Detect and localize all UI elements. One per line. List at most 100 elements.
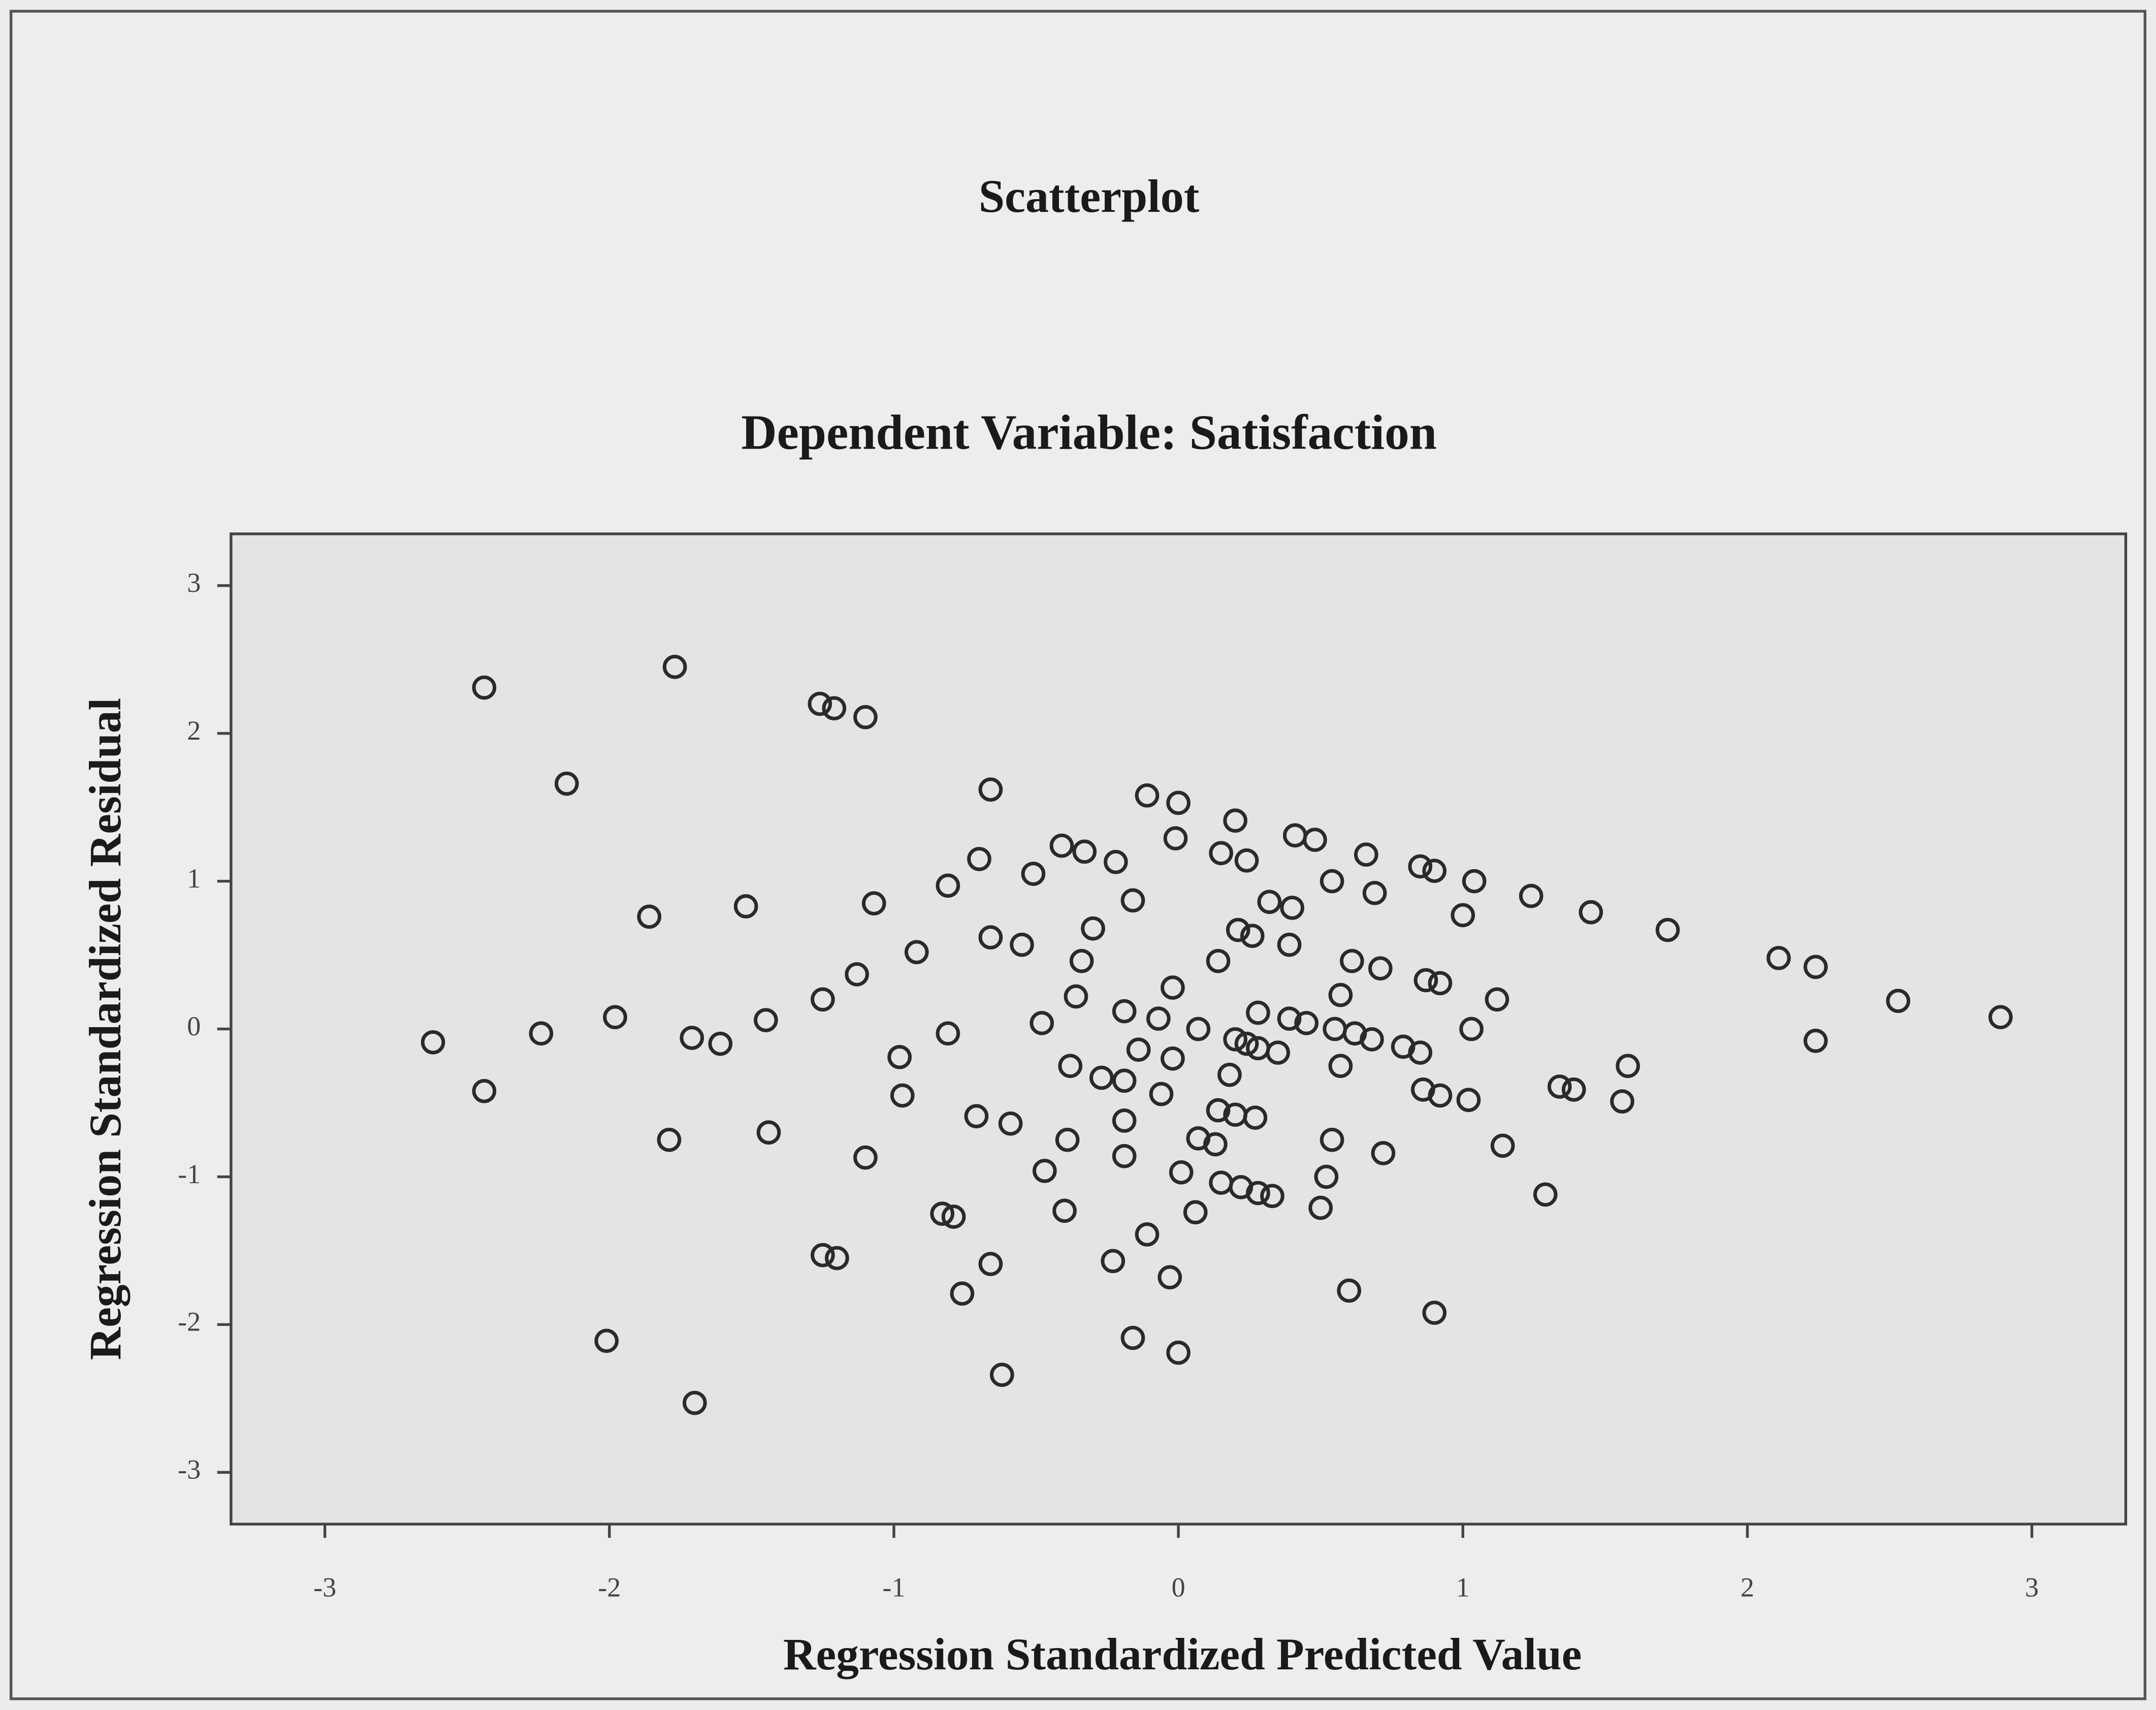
point [1146, 1006, 1171, 1031]
point [811, 987, 835, 1012]
x-tick-label: 0 [1172, 1572, 1185, 1602]
point [1163, 826, 1188, 850]
point [1451, 903, 1475, 928]
point [978, 1252, 1003, 1276]
point [1519, 883, 1543, 908]
point [890, 1083, 915, 1108]
point [1169, 1160, 1194, 1185]
point [1120, 888, 1145, 913]
point [1277, 1006, 1302, 1031]
point [554, 771, 579, 796]
point [936, 873, 960, 898]
point [1112, 1144, 1137, 1168]
point [1277, 932, 1302, 957]
point [1246, 1181, 1270, 1206]
point [472, 675, 497, 700]
point [683, 1390, 707, 1415]
point [853, 1145, 878, 1170]
point [1223, 1027, 1247, 1052]
point [1362, 880, 1387, 905]
point [845, 962, 869, 987]
point [1112, 999, 1137, 1024]
y-tick-label: -2 [178, 1307, 201, 1337]
point [1655, 917, 1680, 942]
point [1340, 948, 1364, 973]
point [1328, 983, 1353, 1007]
point [1260, 1184, 1284, 1209]
point [1804, 1028, 1828, 1053]
point [1072, 839, 1097, 864]
point [1257, 890, 1282, 914]
point [1234, 1031, 1259, 1056]
point [990, 1363, 1014, 1387]
x-tick-label: -3 [313, 1572, 336, 1602]
point [1428, 971, 1453, 996]
point [1533, 1182, 1558, 1207]
point [1368, 956, 1393, 981]
point [1422, 1301, 1447, 1325]
point [1308, 1195, 1333, 1220]
point [967, 847, 991, 871]
point [1413, 968, 1438, 993]
point [1360, 1027, 1384, 1052]
point [1089, 1065, 1114, 1090]
x-tick-label: 3 [2025, 1572, 2039, 1602]
point [1223, 808, 1247, 833]
point [1490, 1133, 1515, 1158]
point [1161, 975, 1185, 1000]
y-axis-label: Regression Standardized Residual [80, 698, 131, 1360]
point [1459, 1017, 1484, 1041]
point [1010, 932, 1034, 957]
point [811, 1243, 835, 1268]
chart-subtitle: Dependent Variable: Satisfaction [741, 405, 1437, 460]
point [1112, 1109, 1137, 1133]
point [825, 1246, 849, 1271]
point [1101, 1249, 1125, 1274]
point [930, 1201, 955, 1226]
point [1217, 1062, 1242, 1087]
point [1069, 948, 1094, 973]
x-tick-label: -1 [882, 1572, 905, 1602]
point [950, 1281, 975, 1306]
point [978, 925, 1003, 949]
point [1547, 1074, 1572, 1099]
point [421, 1030, 445, 1055]
point [1462, 869, 1487, 894]
point [1243, 1105, 1268, 1130]
point [1186, 1017, 1211, 1041]
point [1246, 1000, 1270, 1025]
point [1234, 848, 1259, 873]
point [754, 1008, 778, 1032]
y-tick-label: -3 [178, 1454, 201, 1485]
point [998, 1111, 1023, 1136]
point [1166, 1340, 1190, 1365]
plot-area [230, 532, 2128, 1526]
point [1081, 916, 1105, 941]
point [1422, 859, 1447, 883]
point [1561, 1077, 1586, 1102]
point [1052, 1198, 1077, 1223]
point [1266, 1040, 1291, 1065]
point [472, 1079, 497, 1103]
point [662, 654, 687, 679]
x-tick-label: 1 [1456, 1572, 1470, 1602]
point [887, 1044, 912, 1069]
point [1337, 1278, 1362, 1303]
point [822, 696, 847, 720]
point [1320, 869, 1344, 894]
y-tick-label: 1 [187, 863, 201, 894]
point [1616, 1054, 1640, 1079]
point [1294, 1011, 1319, 1035]
point [1226, 917, 1250, 942]
point [680, 1026, 704, 1050]
point [1166, 790, 1190, 815]
point [1206, 948, 1231, 973]
point [1049, 833, 1074, 858]
point [1203, 1132, 1228, 1157]
point [1988, 1005, 2013, 1030]
point [529, 1021, 554, 1046]
point [1485, 987, 1509, 1012]
point [594, 1328, 619, 1353]
